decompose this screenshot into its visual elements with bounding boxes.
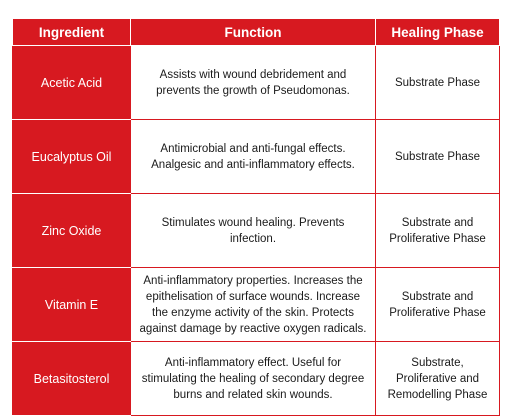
function-cell: Assists with wound debridement and preve… (130, 45, 376, 120)
header-function: Function (130, 18, 376, 46)
healing-phase-cell: Substrate Phase (375, 45, 500, 120)
table-header-row: Ingredient Function Healing Phase (12, 18, 500, 46)
ingredient-cell: Zinc Oxide (12, 193, 131, 268)
header-healing-phase: Healing Phase (375, 18, 500, 46)
function-cell: Antimicrobial and anti-fungal effects. A… (130, 119, 376, 194)
healing-phase-cell: Substrate, Proliferative and Remodelling… (375, 341, 500, 416)
table-row: Acetic Acid Assists with wound debrideme… (12, 45, 500, 120)
table-row: Eucalyptus Oil Antimicrobial and anti-fu… (12, 119, 500, 194)
function-cell: Anti-inflammatory properties. Increases … (130, 267, 376, 342)
ingredient-table-container: Ingredient Function Healing Phase Acetic… (12, 18, 500, 416)
table-row: Vitamin E Anti-inflammatory properties. … (12, 267, 500, 342)
ingredient-table: Ingredient Function Healing Phase Acetic… (12, 18, 500, 416)
ingredient-cell: Acetic Acid (12, 45, 131, 120)
ingredient-cell: Eucalyptus Oil (12, 119, 131, 194)
function-cell: Stimulates wound healing. Prevents infec… (130, 193, 376, 268)
function-cell: Anti-inflammatory effect. Useful for sti… (130, 341, 376, 416)
table-row: Betasitosterol Anti-inflammatory effect.… (12, 341, 500, 416)
healing-phase-cell: Substrate and Proliferative Phase (375, 193, 500, 268)
healing-phase-cell: Substrate Phase (375, 119, 500, 194)
ingredient-cell: Betasitosterol (12, 341, 131, 416)
header-ingredient: Ingredient (12, 18, 131, 46)
healing-phase-cell: Substrate and Proliferative Phase (375, 267, 500, 342)
table-row: Zinc Oxide Stimulates wound healing. Pre… (12, 193, 500, 268)
ingredient-cell: Vitamin E (12, 267, 131, 342)
